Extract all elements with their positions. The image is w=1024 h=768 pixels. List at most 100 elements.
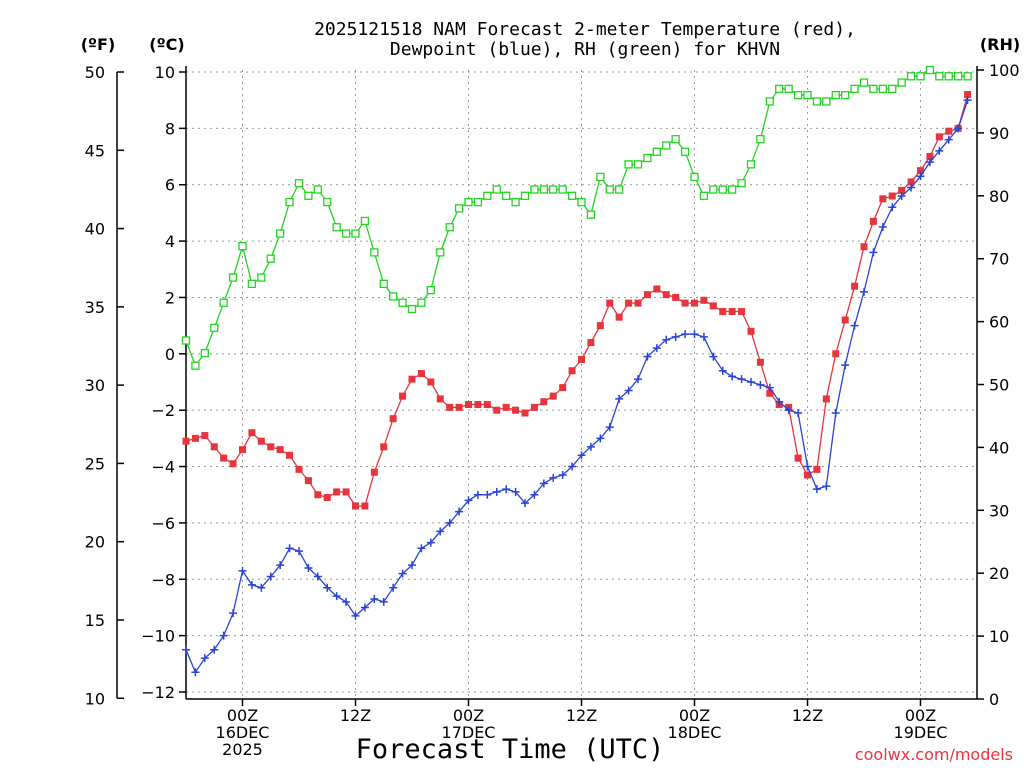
temperature-point: [436, 395, 444, 403]
rh-point: [812, 97, 822, 106]
dewpoint-point: [747, 378, 755, 386]
dewpoint-point: [916, 172, 925, 181]
rh-point: [906, 72, 916, 81]
temperature-point: [625, 299, 633, 307]
celsius-tick-label: −12: [141, 683, 175, 702]
temperature-point: [361, 502, 369, 510]
celsius-tick-label: −2: [151, 401, 175, 420]
rh-point: [577, 197, 586, 207]
temperature-point: [408, 375, 416, 383]
dewpoint-point: [436, 527, 445, 536]
rh-point: [238, 241, 247, 251]
dewpoint-point: [483, 490, 492, 499]
temperature-point: [493, 406, 501, 414]
dewpoint-point: [690, 330, 699, 339]
temperature-point: [860, 243, 868, 251]
dewpoint-point: [549, 473, 558, 482]
dewpoint-point: [568, 462, 577, 471]
rh-point: [294, 179, 304, 188]
x-tick-label: 00Z: [679, 706, 710, 725]
rh-tick-label: 30: [989, 501, 1009, 520]
rh-point: [746, 160, 756, 169]
credit-text: coolwx.com/models: [855, 745, 1013, 764]
rh-point: [247, 279, 257, 289]
dewpoint-point: [182, 645, 190, 654]
dewpoint-point: [850, 321, 859, 330]
series-line-temperature: [185, 94, 969, 507]
dewpoint-point: [408, 561, 416, 570]
rh-point: [398, 298, 407, 307]
temperature-point: [248, 429, 256, 437]
rh-point: [426, 285, 435, 295]
x-tick-label: 12Z: [566, 706, 597, 725]
rh-point: [878, 84, 887, 94]
dewpoint-point: [238, 566, 247, 575]
rh-point: [454, 204, 464, 213]
temperature-point: [709, 302, 717, 310]
rh-point: [464, 197, 473, 207]
celsius-tick-label: 4: [165, 232, 175, 251]
temperature-point: [728, 308, 736, 316]
dewpoint-point: [313, 572, 322, 581]
dewpoint-point: [756, 380, 765, 389]
rh-point: [793, 91, 803, 100]
rh-point: [473, 197, 483, 207]
dewpoint-point: [718, 366, 727, 375]
temperature-point: [389, 415, 397, 423]
rh-point: [370, 248, 379, 257]
temperature-point: [907, 178, 915, 186]
rh-point: [483, 191, 492, 200]
temperature-point: [446, 403, 454, 411]
rh-point: [445, 223, 454, 232]
rh-point: [662, 141, 671, 150]
temperature-point: [323, 494, 331, 502]
temperature-point: [738, 308, 746, 316]
rh-point: [925, 65, 935, 75]
temperature-point: [587, 339, 595, 347]
rh-tick-label: 90: [989, 124, 1009, 143]
rh-point: [558, 185, 567, 194]
fahrenheit-tick-label: 40: [85, 220, 105, 239]
temperature-point: [455, 403, 463, 411]
celsius-tick-label: −8: [151, 570, 175, 589]
rh-point: [803, 91, 812, 100]
temperature-point: [191, 434, 199, 442]
temperature-point: [719, 308, 727, 316]
x-tick-label: 17DEC: [442, 723, 496, 742]
temperature-point: [370, 468, 378, 476]
rh-point: [954, 72, 963, 81]
rh-point: [502, 191, 511, 200]
unit-label-fahrenheit: (ºF): [81, 35, 116, 54]
rh-point: [304, 191, 313, 200]
temperature-point: [615, 313, 623, 321]
temperature-point: [427, 378, 435, 386]
dewpoint-point: [389, 583, 398, 592]
dewpoint-point: [323, 583, 332, 592]
dewpoint-point: [370, 595, 379, 603]
temperature-point: [483, 401, 491, 409]
x-tick-label: 00Z: [905, 706, 936, 725]
rh-point: [219, 298, 228, 307]
dewpoint-point: [342, 597, 351, 606]
dewpoint-point: [860, 287, 868, 296]
series-rh: [181, 65, 972, 370]
temperature-point: [917, 167, 924, 175]
temperature-point: [295, 465, 303, 473]
rh-point: [586, 210, 596, 219]
x-tick-label: 12Z: [792, 706, 823, 725]
rh-tick-label: 10: [989, 627, 1009, 646]
temperature-point: [869, 217, 877, 225]
rh-point: [276, 229, 285, 238]
temperature-point: [851, 282, 859, 290]
dewpoint-point: [586, 442, 595, 451]
rh-point: [897, 78, 906, 87]
dewpoint-point: [351, 611, 360, 620]
temperature-point: [898, 186, 906, 194]
temperature-point: [945, 127, 953, 135]
rh-point: [228, 273, 238, 282]
dewpoint-point: [257, 583, 266, 592]
dewpoint-point: [925, 158, 934, 167]
celsius-tick-label: 0: [165, 345, 175, 364]
rh-point: [737, 179, 746, 188]
